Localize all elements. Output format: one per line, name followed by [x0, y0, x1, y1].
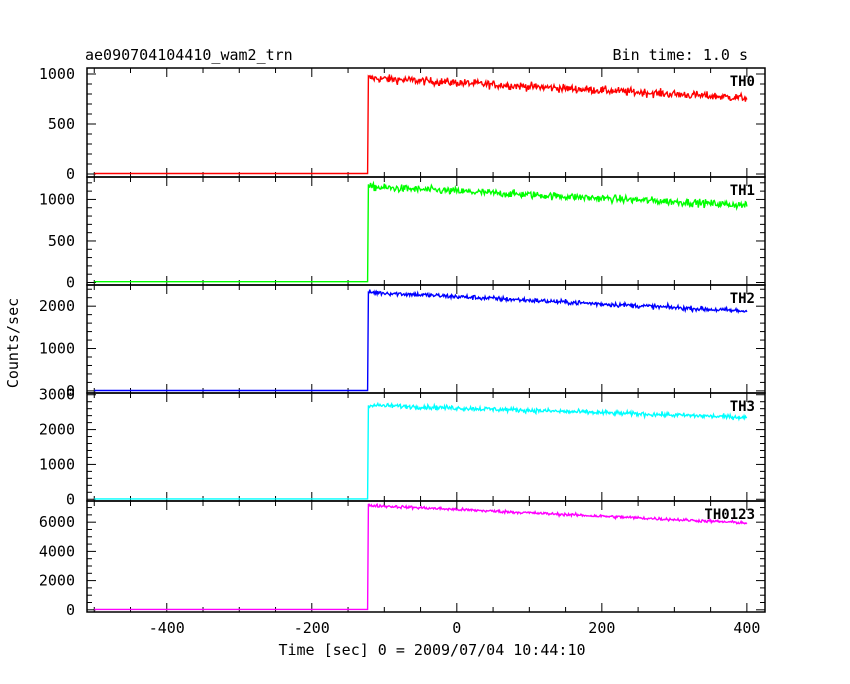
y-tick-label: 2000 — [39, 572, 75, 590]
x-tick-label: -400 — [149, 619, 185, 637]
y-tick-label: 4000 — [39, 542, 75, 560]
y-tick-label: 0 — [66, 490, 75, 508]
y-tick-label: 1000 — [39, 340, 75, 358]
panel-label-th2: TH2 — [730, 291, 755, 307]
y-tick-label: 0 — [66, 601, 75, 619]
y-tick-label: 1000 — [39, 65, 75, 83]
panel-frame — [86, 67, 766, 178]
panel-th1: 0 500 1000 TH1 — [39, 176, 766, 292]
panel-label-th3: TH3 — [730, 399, 755, 415]
panel-label-th0123: TH0123 — [704, 507, 755, 523]
y-tick-label: 0 — [66, 165, 75, 183]
panel-frame — [86, 500, 766, 613]
y-tick-label: 0 — [66, 382, 75, 400]
y-tick-label: 500 — [48, 232, 75, 250]
chart-title: ae090704104410_wam2_trn — [85, 46, 293, 64]
panel-label-th0: TH0 — [730, 74, 755, 90]
series-th0-line — [94, 74, 748, 175]
series-th1-line — [94, 180, 748, 283]
y-tick-label: 3000 — [39, 386, 75, 404]
y-tick-label: 1000 — [39, 455, 75, 473]
bin-time-label: Bin time: 1.0 s — [613, 46, 748, 64]
panel-frame — [86, 176, 766, 286]
y-tick-label: 2000 — [39, 297, 75, 315]
panel-frame — [86, 284, 766, 394]
y-axis-title: Counts/sec — [4, 298, 22, 388]
series-th3-line — [94, 401, 748, 500]
x-tick-label: 400 — [733, 619, 760, 637]
panel-th2: 0 1000 2000 TH2 — [39, 284, 766, 400]
x-tick-label: -200 — [294, 619, 330, 637]
panel-label-th1: TH1 — [730, 183, 755, 199]
series-th2-line — [94, 289, 748, 392]
series-th0123-line — [94, 502, 748, 611]
panel-th0123: 0 2000 4000 6000 TH0123 — [39, 500, 766, 619]
panel-th0: 0 500 1000 TH0 — [39, 65, 766, 183]
x-tick-label: 0 — [452, 619, 461, 637]
panel-th3: 0 1000 2000 3000 TH3 — [39, 386, 766, 508]
y-tick-label: 0 — [66, 274, 75, 292]
y-tick-label: 1000 — [39, 190, 75, 208]
x-tick-label: 200 — [588, 619, 615, 637]
x-axis-title: Time [sec] 0 = 2009/07/04 10:44:10 — [278, 641, 585, 659]
y-tick-label: 2000 — [39, 421, 75, 439]
y-tick-label: 500 — [48, 115, 75, 133]
y-tick-label: 6000 — [39, 513, 75, 531]
